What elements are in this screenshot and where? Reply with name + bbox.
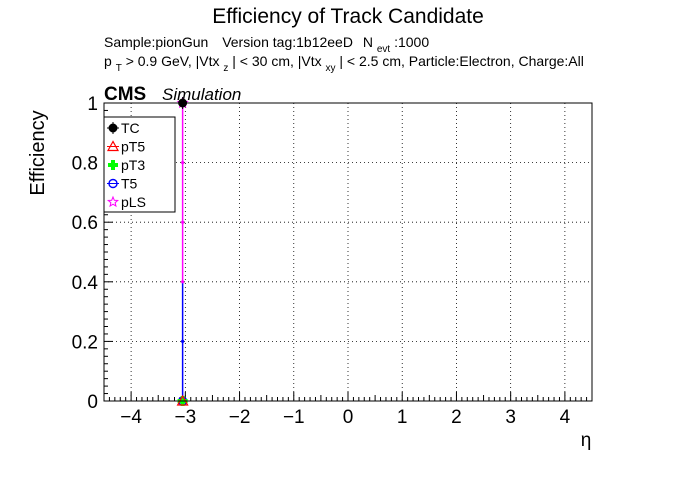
pt-base: p — [104, 53, 112, 69]
nevt-sub: evt — [377, 44, 391, 55]
sample-label: Sample:pionGun — [104, 34, 208, 50]
vtxz-cut: | < 30 cm, |Vtx — [232, 53, 321, 69]
legend-label-pt3: pT3 — [121, 157, 145, 173]
plot-frame — [103, 102, 593, 402]
x-tick-label: −4 — [120, 407, 142, 428]
nevt-base: N — [363, 34, 373, 50]
pt-sub: T — [116, 63, 122, 74]
marker-cross-v — [111, 160, 115, 170]
x-tick-label: 0 — [343, 407, 354, 428]
legend-marker-pls — [106, 195, 120, 208]
legend-label-pls: pLS — [121, 194, 146, 210]
chart-subtitle-line1: Sample:pionGun Version tag:1b12eeD N evt… — [104, 34, 429, 55]
vtxxy-sub: xy — [326, 63, 336, 74]
tick-labels-layer: −4 −3 −2 −1 0 1 2 3 4 0 0.2 0.4 0.6 0.8 1 — [72, 94, 571, 428]
y-tick-label: 0 — [87, 392, 98, 413]
y-tick-label: 0.8 — [72, 154, 98, 175]
legend-entry-t5: T5 — [107, 176, 138, 192]
x-tick-label: 4 — [560, 407, 571, 428]
chart-subtitle-line2: p T > 0.9 GeV, |Vtx z | < 30 cm, |Vtx xy… — [104, 53, 584, 74]
pt-cut: > 0.9 GeV, |Vtx — [126, 53, 220, 69]
cuts-rest: | < 2.5 cm, Particle:Electron, Charge:Al… — [339, 53, 583, 69]
legend-marker-tc — [107, 122, 119, 134]
x-tick-label: −2 — [229, 407, 251, 428]
legend-marker-pt3 — [108, 160, 118, 170]
y-axis-label: Efficiency — [27, 110, 49, 195]
vtxz-sub: z — [223, 63, 228, 74]
bar-dot — [181, 220, 185, 224]
legend-entries: TC pT5 pT3 T5 pLS — [106, 120, 146, 210]
y-tick-label: 0.6 — [72, 213, 98, 234]
legend-entry-pt5: pT5 — [106, 139, 145, 155]
x-axis-label: η — [581, 430, 592, 451]
simulation-label: Simulation — [162, 85, 241, 104]
x-tick-label: 3 — [505, 407, 516, 428]
x-tick-label: −1 — [283, 407, 305, 428]
legend-label-tc: TC — [121, 120, 140, 136]
bar-dot — [181, 161, 185, 165]
y-tick-label: 0.4 — [72, 273, 99, 294]
bar-dot — [181, 339, 185, 343]
legend-entry-tc: TC — [107, 120, 140, 136]
legend-label-t5: T5 — [121, 176, 138, 192]
legend-marker-t5 — [107, 178, 119, 189]
y-tick-label: 1 — [87, 94, 98, 115]
chart-title: Efficiency of Track Candidate — [212, 5, 484, 28]
legend-label-pt5: pT5 — [121, 139, 145, 155]
nevt-value: :1000 — [394, 34, 429, 50]
bar-dot — [181, 280, 185, 284]
cms-label: CMS — [104, 84, 146, 105]
version-label: Version tag:1b12eeD — [222, 34, 353, 50]
marker-star — [106, 195, 120, 208]
legend: TC pT5 pT3 T5 pLS — [103, 116, 176, 213]
legend-entry-pt3: pT3 — [108, 157, 145, 173]
legend-entry-pls: pLS — [106, 194, 146, 210]
x-tick-label: −3 — [174, 407, 196, 428]
y-tick-label: 0.2 — [72, 332, 98, 353]
x-tick-label: 2 — [451, 407, 462, 428]
legend-marker-pt5 — [106, 140, 120, 152]
x-tick-label: 1 — [397, 407, 408, 428]
